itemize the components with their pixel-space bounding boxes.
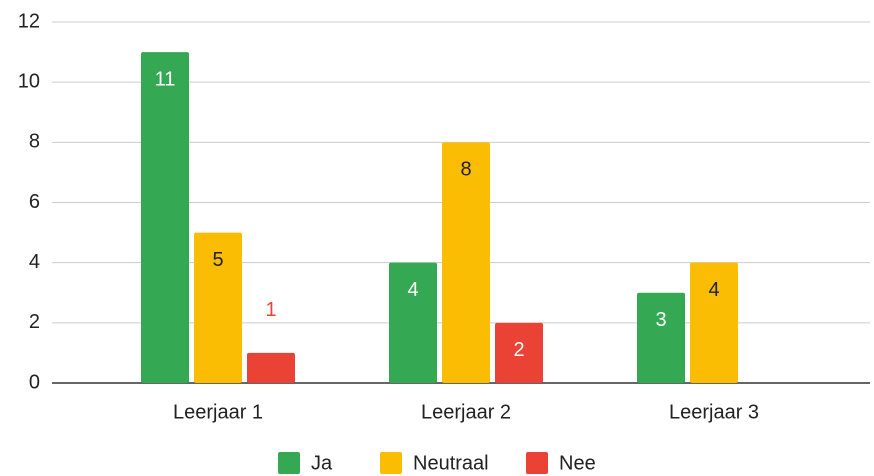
legend-label: Nee bbox=[559, 452, 596, 474]
bar bbox=[637, 292, 685, 383]
data-label: 3 bbox=[655, 309, 666, 331]
data-label: 4 bbox=[407, 279, 418, 301]
legend-swatch bbox=[526, 452, 548, 474]
data-label: 8 bbox=[460, 159, 471, 181]
data-label: 5 bbox=[212, 249, 223, 271]
bar bbox=[495, 322, 543, 383]
bar bbox=[690, 262, 738, 383]
data-label: 1 bbox=[265, 299, 276, 321]
data-label: 2 bbox=[513, 339, 524, 361]
legend-swatch bbox=[278, 452, 300, 474]
y-tick-label: 0 bbox=[29, 371, 40, 393]
legend-label: Ja bbox=[311, 452, 333, 474]
y-tick-label: 10 bbox=[18, 70, 40, 92]
x-tick-label: Leerjaar 3 bbox=[669, 401, 759, 423]
y-tick-label: 4 bbox=[29, 251, 40, 273]
bar bbox=[141, 52, 189, 383]
x-tick-label: Leerjaar 2 bbox=[421, 401, 511, 423]
data-label: 11 bbox=[155, 68, 176, 90]
legend-label: Neutraal bbox=[413, 452, 489, 474]
bar bbox=[247, 352, 295, 383]
x-tick-label: Leerjaar 1 bbox=[173, 401, 263, 423]
bar bbox=[442, 142, 490, 383]
y-tick-label: 6 bbox=[29, 191, 40, 213]
bar bbox=[194, 232, 242, 383]
y-tick-label: 8 bbox=[29, 131, 40, 153]
y-tick-label: 12 bbox=[18, 10, 40, 32]
y-tick-label: 2 bbox=[29, 311, 40, 333]
bar bbox=[389, 262, 437, 383]
data-label: 4 bbox=[708, 279, 719, 301]
legend-swatch bbox=[380, 452, 402, 474]
